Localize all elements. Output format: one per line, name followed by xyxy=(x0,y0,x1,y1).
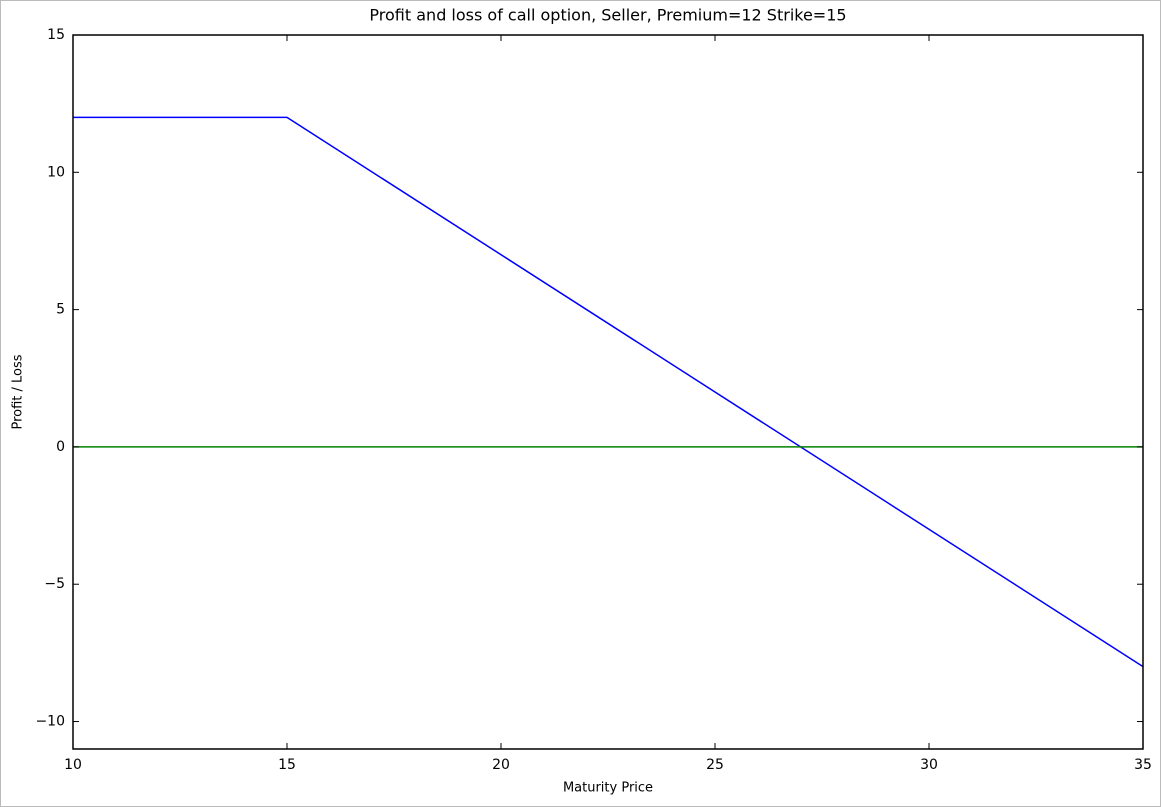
x-axis-label: Maturity Price xyxy=(563,781,653,796)
x-tick-label: 20 xyxy=(492,757,510,773)
y-tick-label: −5 xyxy=(44,576,65,592)
plot-border xyxy=(72,34,1144,750)
y-tick-label: 10 xyxy=(47,164,65,180)
x-tick-label: 25 xyxy=(706,757,724,773)
x-tick-label: 10 xyxy=(64,757,82,773)
chart-title: Profit and loss of call option, Seller, … xyxy=(369,6,846,25)
y-tick-label: −10 xyxy=(35,714,65,730)
y-tick-label: 5 xyxy=(56,302,65,318)
data-line xyxy=(73,116,1144,668)
x-tick-label: 15 xyxy=(278,757,296,773)
y-tick-label: 0 xyxy=(56,439,65,455)
x-tick-label: 30 xyxy=(920,757,938,773)
y-axis-label: Profit / Loss xyxy=(11,354,26,429)
y-tick-label: 15 xyxy=(47,27,65,43)
x-tick-label: 35 xyxy=(1134,757,1152,773)
